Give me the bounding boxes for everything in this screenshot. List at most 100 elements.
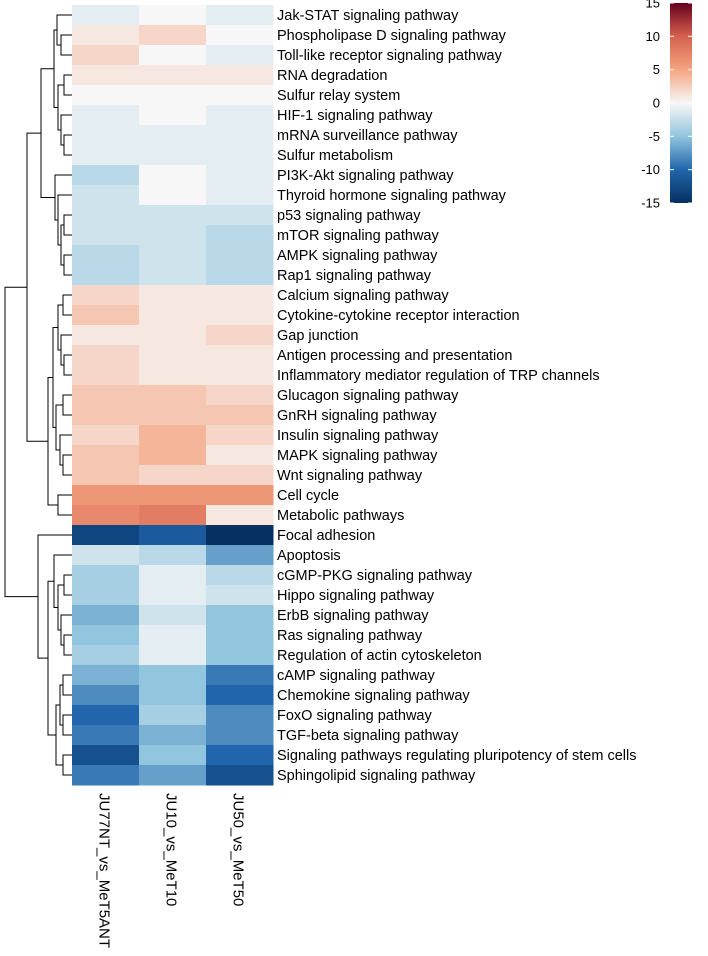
heatmap-cell [72, 405, 140, 426]
heatmap-cell [72, 145, 140, 166]
dendrogram-branch [63, 574, 72, 596]
dendrogram-branch [57, 194, 72, 246]
row-label: Gap junction [277, 328, 358, 344]
heatmap-cell [72, 225, 140, 246]
heatmap-cell [206, 125, 274, 146]
heatmap-cell [139, 225, 207, 246]
dendrogram-branch [26, 132, 48, 442]
heatmap-cell [206, 245, 274, 266]
dendrogram-branch [63, 74, 72, 96]
row-label: Apoptosis [277, 548, 341, 564]
dendrogram-branch [4, 286, 38, 598]
heatmap-cell [139, 345, 207, 366]
heatmap-cell [72, 445, 140, 466]
heatmap-cell [72, 245, 140, 266]
heatmap-cell [139, 125, 207, 146]
row-label: Inflammatory mediator regulation of TRP … [277, 368, 600, 384]
row-label: Sulfur relay system [277, 88, 400, 104]
heatmap-cell [206, 445, 274, 466]
dendrogram-branch [47, 580, 56, 736]
row-label: p53 signaling pathway [277, 208, 421, 224]
heatmap-cell [206, 185, 274, 206]
heatmap-cell [139, 745, 207, 766]
heatmap-cell [206, 365, 274, 386]
heatmap-cell [206, 385, 274, 406]
heatmap-cell [206, 105, 274, 126]
heatmap-cell [206, 325, 274, 346]
heatmap-cell [139, 145, 207, 166]
heatmap-cell [72, 205, 140, 226]
dendrogram-branch [60, 114, 72, 146]
colorbar-tick-label: 0 [653, 96, 660, 111]
row-label: Cytokine-cytokine receptor interaction [277, 308, 520, 324]
dendrogram-branch [62, 714, 72, 736]
heatmap-cell [72, 265, 140, 286]
heatmap-cell [139, 45, 207, 66]
heatmap-cell [206, 225, 274, 246]
heatmap-cell [72, 585, 140, 606]
heatmap-cell [72, 565, 140, 586]
row-label: PI3K-Akt signaling pathway [277, 168, 454, 184]
heatmap-cell [72, 765, 140, 786]
heatmap-cell [139, 585, 207, 606]
dendrogram-branch [62, 674, 72, 696]
heatmap-cell [72, 685, 140, 706]
heatmap-cell [139, 525, 207, 546]
heatmap-cell [206, 645, 274, 666]
heatmap-cell [72, 325, 140, 346]
dendrogram-branch [63, 214, 72, 236]
heatmap-cell [139, 545, 207, 566]
row-label: Sulfur metabolism [277, 148, 393, 164]
row-label: HIF-1 signaling pathway [277, 108, 433, 124]
row-label: ErbB signaling pathway [277, 608, 429, 624]
heatmap-cell [206, 625, 274, 646]
heatmap-cell [72, 185, 140, 206]
row-label: Glucagon signaling pathway [277, 388, 459, 404]
heatmap-cell [72, 385, 140, 406]
heatmap-cell [206, 565, 274, 586]
heatmap-cell [206, 485, 274, 506]
row-label: GnRH signaling pathway [277, 408, 437, 424]
row-label: TGF-beta signaling pathway [277, 728, 459, 744]
colorbar-gradient [670, 3, 692, 203]
heatmap-cells [72, 5, 274, 786]
heatmap-cell [206, 405, 274, 426]
heatmap-cell [206, 25, 274, 46]
column-label: JU10_vs_MeT10 [163, 793, 180, 906]
heatmap-cell [139, 305, 207, 326]
heatmap-cell [72, 25, 140, 46]
heatmap-cell [206, 465, 274, 486]
row-label: Chemokine signaling pathway [277, 688, 470, 704]
heatmap-cell [206, 145, 274, 166]
heatmap-cell [72, 465, 140, 486]
dendrogram-branch [62, 394, 72, 416]
dendrogram-branch [37, 534, 72, 659]
heatmap-cell [72, 625, 140, 646]
row-label: MAPK signaling pathway [277, 448, 438, 464]
column-label: JU77NT_vs_MeT5ANT [96, 793, 113, 948]
colorbar-tick-label: -15 [641, 196, 660, 211]
heatmap-cell [139, 265, 207, 286]
heatmap-cell [139, 425, 207, 446]
heatmap-cell [72, 485, 140, 506]
dendrogram-branch [53, 554, 72, 608]
row-label: Hippo signaling pathway [277, 588, 435, 604]
dendrogram-branch [60, 334, 72, 366]
dendrogram-branch [63, 254, 72, 276]
heatmap-cell [139, 325, 207, 346]
heatmap-cell [72, 305, 140, 326]
row-label: cAMP signaling pathway [277, 668, 435, 684]
row-label: Regulation of actin cytoskeleton [277, 648, 482, 664]
heatmap-cell [206, 85, 274, 106]
heatmap-cell [72, 505, 140, 526]
row-label: Cell cycle [277, 488, 339, 504]
heatmap-cell [139, 5, 207, 26]
row-label: Sphingolipid signaling pathway [277, 768, 476, 784]
heatmap-cell [72, 645, 140, 666]
heatmap-cell [206, 605, 274, 626]
row-label: Insulin signaling pathway [277, 428, 439, 444]
heatmap-cell [206, 765, 274, 786]
heatmap-cell [139, 385, 207, 406]
dendrogram-branch [63, 354, 72, 376]
row-label: Antigen processing and presentation [277, 348, 512, 364]
